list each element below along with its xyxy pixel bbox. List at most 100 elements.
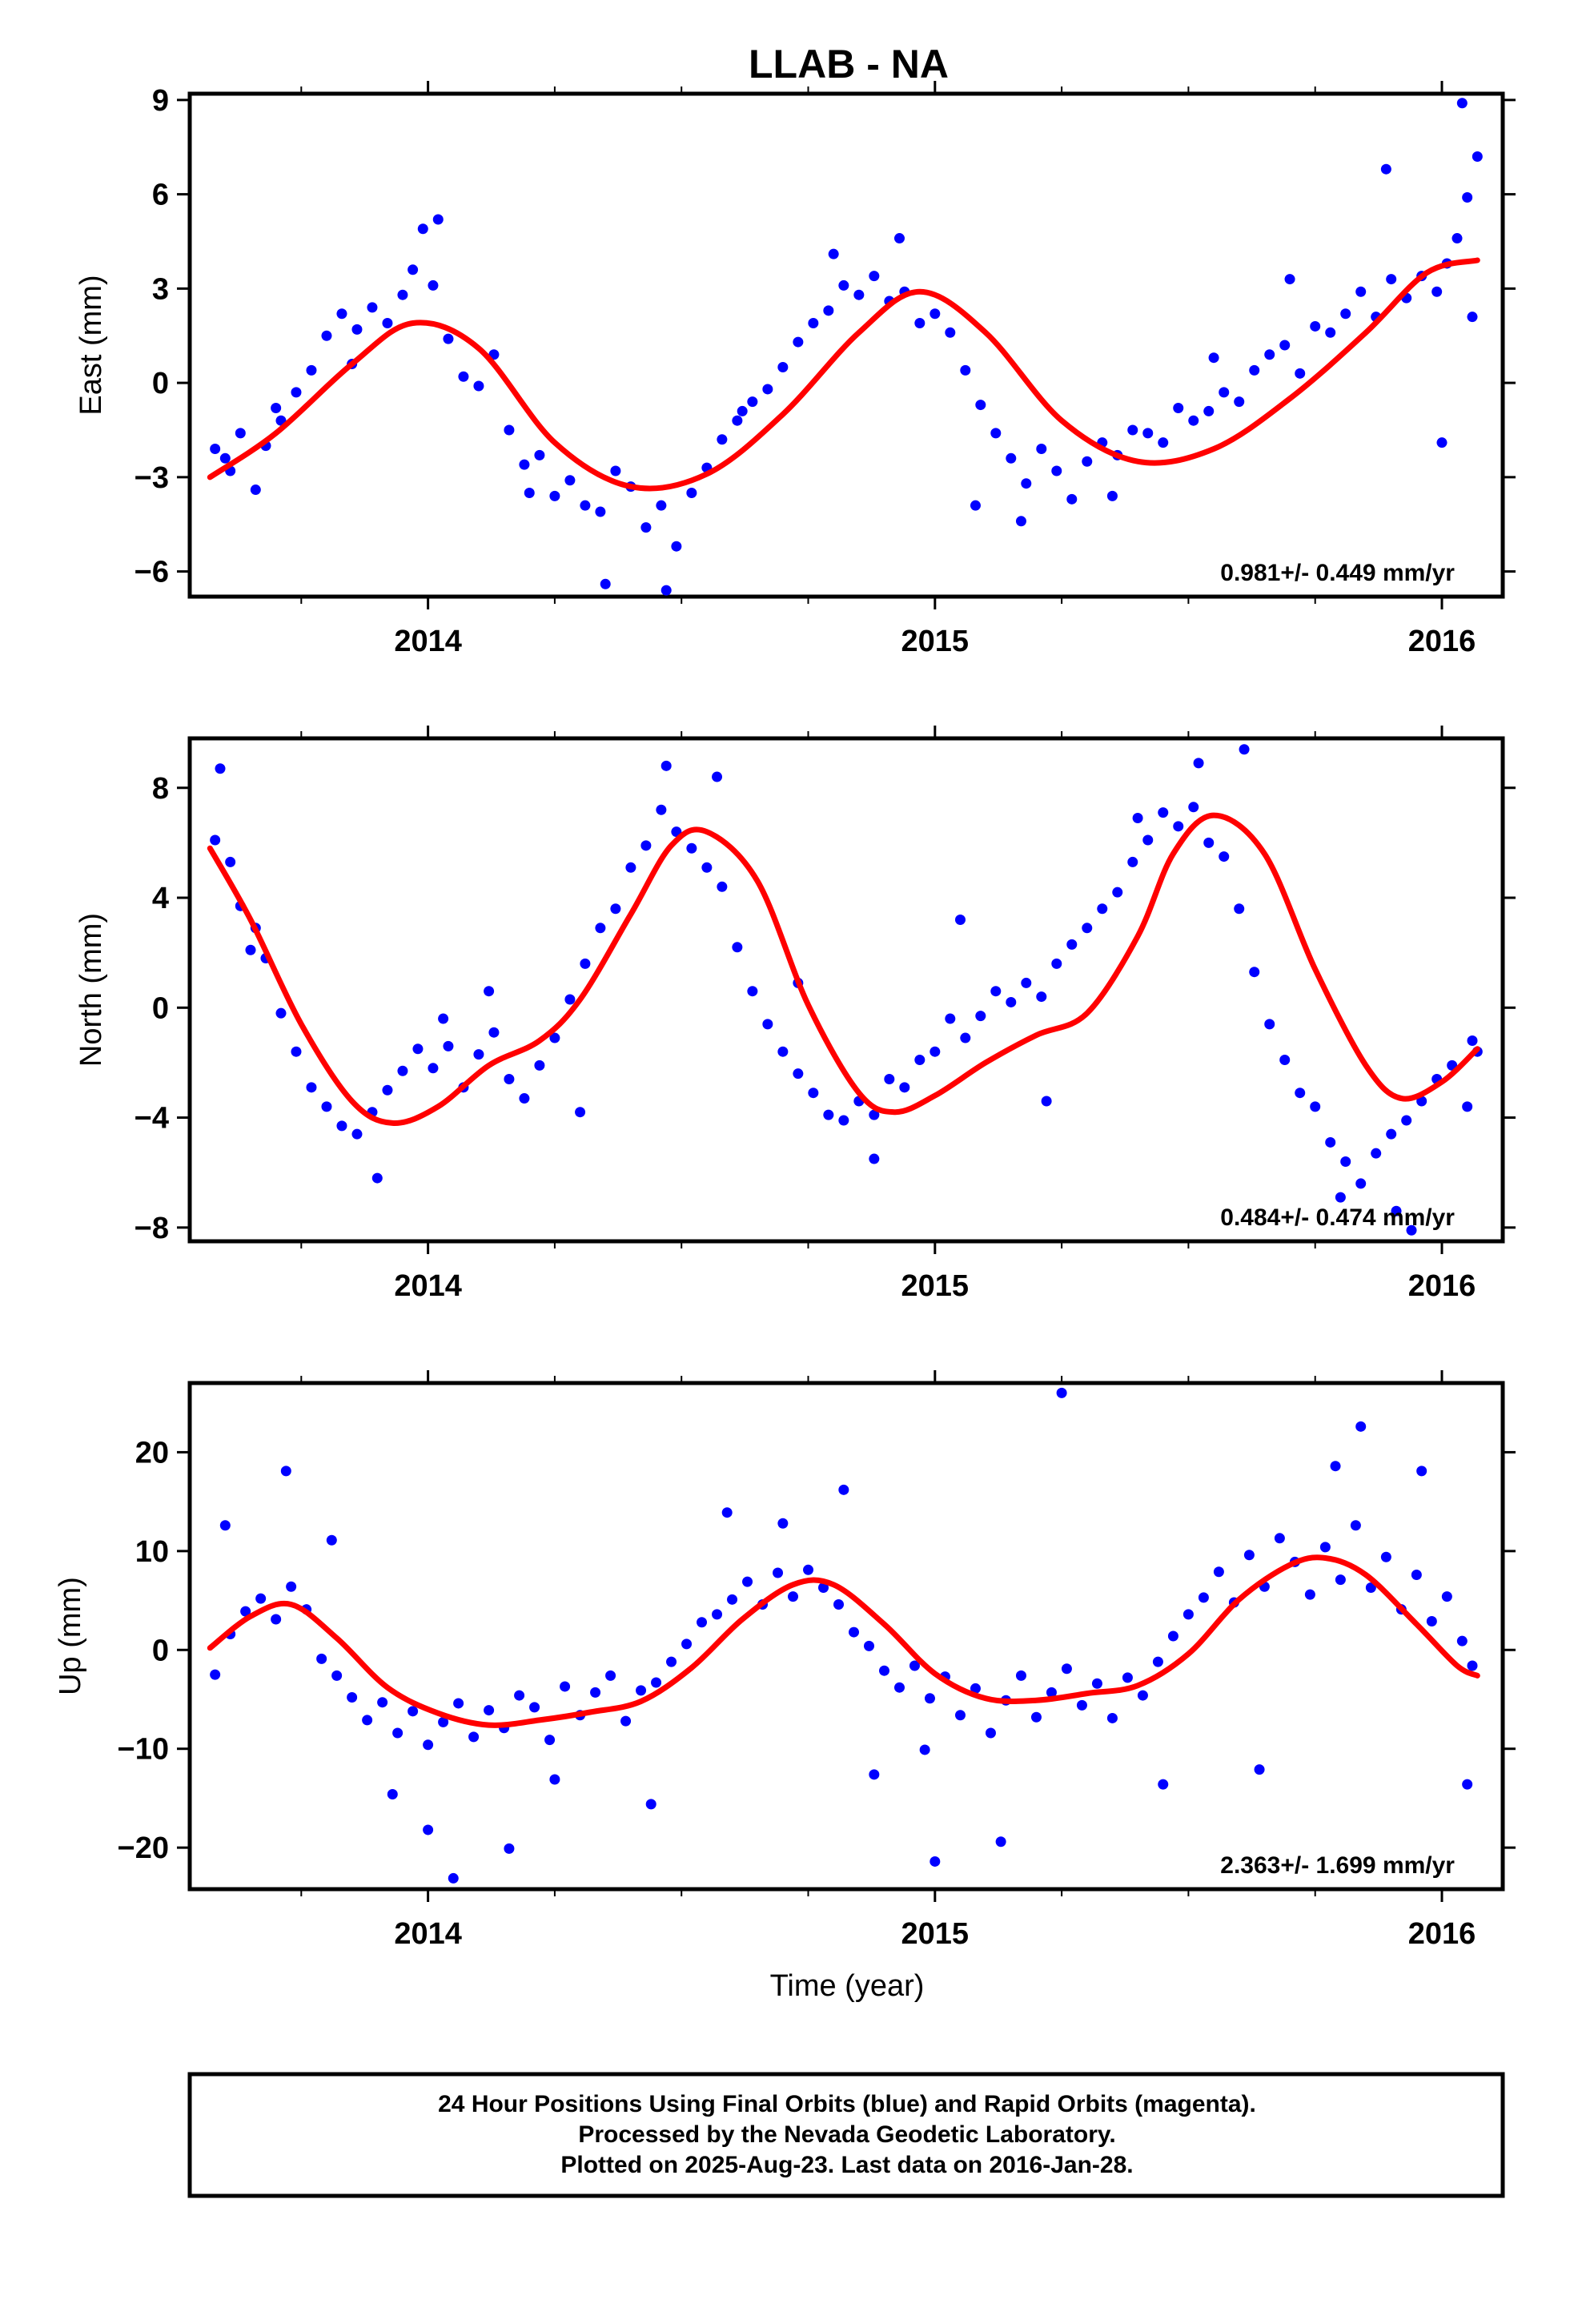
up-data-point — [423, 1739, 434, 1751]
north-data-point — [1173, 821, 1184, 832]
east-x-tick-label: 2016 — [1408, 625, 1476, 658]
north-data-point — [975, 1011, 986, 1022]
up-data-point — [788, 1591, 799, 1602]
up-data-point — [970, 1683, 981, 1694]
north-data-point — [534, 1059, 545, 1071]
up-data-point — [1441, 1591, 1452, 1602]
up-plot-frame — [187, 1381, 1505, 1892]
up-data-point — [1304, 1589, 1315, 1600]
up-data-point — [423, 1824, 434, 1835]
east-data-point — [1310, 320, 1321, 332]
north-x-tick-label: 2015 — [901, 1269, 970, 1303]
north-data-point — [371, 1172, 383, 1184]
panel-east: 2014 2015 2016 −6 −3 0 3 6 9 East (mm) 0.981+/- 0.… — [74, 81, 1516, 658]
up-data-point — [326, 1534, 337, 1546]
north-data-point — [321, 1101, 332, 1112]
east-data-point — [210, 444, 221, 455]
east-data-point — [458, 371, 469, 382]
up-fit-curve — [207, 1554, 1480, 1728]
east-data-point — [291, 387, 302, 398]
east-data-point — [970, 500, 981, 511]
east-data-point — [656, 500, 667, 511]
east-data-point — [367, 302, 378, 313]
up-data-point — [1056, 1387, 1067, 1398]
up-data-point — [1456, 1635, 1468, 1647]
east-data-point — [382, 318, 393, 329]
up-data-point — [1158, 1779, 1169, 1790]
east-data-point — [1127, 424, 1138, 436]
north-data-point — [275, 1007, 287, 1019]
north-data-point — [1097, 903, 1108, 915]
north-data-point — [1188, 802, 1199, 813]
east-data-point — [1066, 493, 1078, 505]
north-data-point — [1462, 1101, 1473, 1112]
up-data-point — [544, 1735, 556, 1746]
east-data-point — [686, 487, 697, 498]
north-y-axis-label: North (mm) — [74, 913, 108, 1067]
north-data-point — [1041, 1096, 1052, 1107]
east-data-point — [432, 214, 444, 225]
north-data-point — [701, 862, 713, 873]
north-data-point — [686, 842, 697, 854]
east-data-point — [235, 428, 246, 439]
north-data-point — [1066, 939, 1078, 950]
north-data-point — [1158, 807, 1169, 818]
east-data-point — [351, 324, 363, 335]
up-data-point — [560, 1681, 571, 1692]
up-data-point — [210, 1669, 221, 1680]
north-data-point — [1036, 991, 1047, 1003]
up-y-axis-label: Up (mm) — [54, 1577, 87, 1695]
east-data-point — [1021, 478, 1032, 489]
east-data-point — [524, 487, 535, 498]
east-data-point — [1264, 349, 1275, 360]
east-data-point — [762, 384, 773, 395]
up-data-point — [1198, 1592, 1209, 1603]
up-data-point — [863, 1640, 874, 1651]
north-data-point — [1279, 1055, 1291, 1066]
up-data-point — [848, 1626, 859, 1638]
north-data-point — [397, 1065, 408, 1076]
east-data-point — [1340, 308, 1351, 320]
north-data-point — [930, 1046, 941, 1057]
up-data-point — [954, 1710, 966, 1721]
up-data-point — [438, 1716, 449, 1727]
up-data-point — [995, 1836, 1006, 1848]
east-data-point — [823, 305, 834, 316]
east-data-point — [1380, 163, 1391, 175]
east-data-point — [853, 289, 865, 300]
up-data-point — [697, 1617, 708, 1628]
up-data-point — [1355, 1421, 1367, 1432]
up-data-point — [605, 1670, 616, 1681]
east-plot-frame — [187, 91, 1505, 599]
up-data-point — [666, 1656, 677, 1667]
east-data-point — [1456, 98, 1468, 109]
north-data-point — [210, 834, 221, 846]
north-y-tick-label: 8 — [152, 772, 169, 806]
up-data-point — [331, 1670, 343, 1681]
east-data-point — [737, 405, 748, 416]
east-data-point — [250, 485, 261, 496]
east-data-point — [747, 396, 758, 408]
east-y-tick-label: 6 — [152, 179, 169, 212]
up-data-point — [721, 1507, 733, 1518]
up-data-point — [280, 1466, 291, 1477]
east-data-point — [219, 452, 231, 464]
north-data-point — [945, 1013, 956, 1024]
up-data-point — [893, 1682, 905, 1693]
north-data-point — [1021, 977, 1032, 988]
east-x-tick-label: 2015 — [901, 625, 970, 658]
east-y-tick-label: 9 — [152, 84, 169, 118]
east-data-point — [1158, 437, 1169, 448]
up-data-point — [1243, 1550, 1255, 1561]
up-data-point — [919, 1744, 930, 1755]
east-y-tick-label: −3 — [135, 461, 169, 495]
north-data-point — [382, 1084, 393, 1096]
north-data-point — [245, 944, 256, 955]
east-data-point — [661, 585, 672, 596]
north-data-point — [838, 1115, 849, 1126]
up-data-point — [1380, 1551, 1391, 1562]
north-data-point — [1325, 1136, 1336, 1148]
north-data-point — [869, 1109, 880, 1120]
east-data-point — [1051, 465, 1062, 476]
up-data-point — [1254, 1764, 1265, 1775]
